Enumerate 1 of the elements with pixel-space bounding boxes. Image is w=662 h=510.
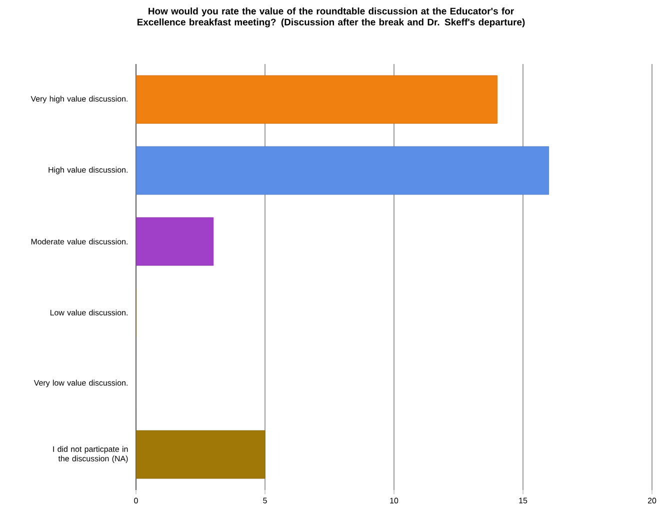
chart-title: How would you rate the value of the roundtable discussion at the Educator's for Excellence breakfast meeting? (Discussion after the break and Dr. Skeff's departure) [137,8,525,28]
